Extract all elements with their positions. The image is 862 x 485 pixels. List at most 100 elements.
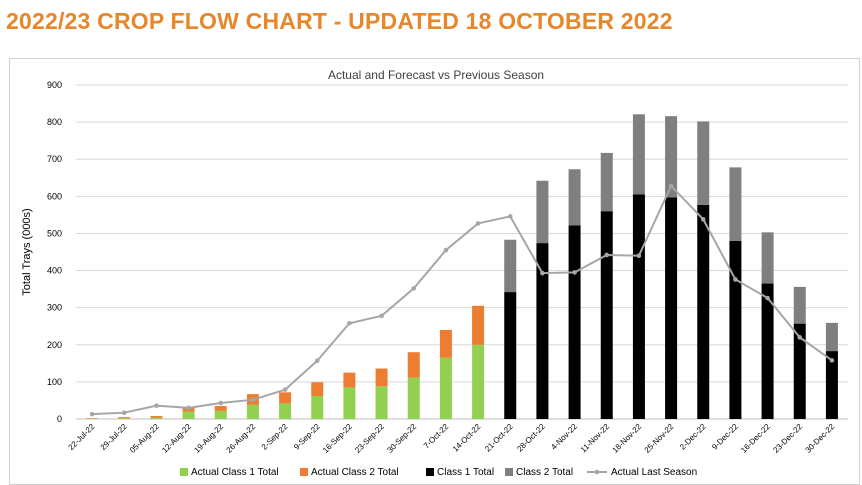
x-tick-label: 23-Dec-22 [771, 422, 804, 455]
x-tick-label: 9-Dec-22 [710, 422, 740, 452]
x-tick-label: 19-Aug-22 [192, 422, 225, 455]
x-tick-label: 14-Oct-22 [451, 422, 483, 454]
page-heading: 2022/23 CROP FLOW CHART - UPDATED 18 OCT… [6, 8, 673, 34]
x-tick-label: 30-Dec-22 [804, 422, 837, 455]
line-point [250, 397, 256, 403]
bar-actual-class-2-total [407, 352, 420, 378]
bar-actual-class-2-total [118, 417, 131, 419]
bar-actual-class-2-total [214, 406, 227, 411]
x-tick-label: 28-Oct-22 [515, 422, 547, 454]
bar-actual-class-2-total [375, 368, 388, 387]
bar-class-2-total [697, 121, 710, 205]
bar-class-1-total [504, 292, 517, 419]
legend-swatch [180, 468, 188, 476]
bar-class-2-total [825, 322, 838, 352]
legend-label: Actual Last Season [611, 467, 697, 478]
bar-class-2-total [504, 239, 517, 293]
legend-label: Actual Class 2 Total [311, 467, 399, 478]
legend-swatch [300, 468, 308, 476]
bar-actual-class-1-total [246, 404, 259, 419]
y-tick-labels: 0 100 200 300 400 500 600 700 800 900 [47, 80, 62, 424]
bar-actual-class-2-total [150, 416, 163, 418]
bar-class-1-total [825, 351, 838, 419]
chart-svg: Actual and Forecast vs Previous Season 0… [21, 68, 848, 478]
x-tick-label: 12-Aug-22 [160, 422, 193, 455]
bar-class-2-total [536, 180, 549, 244]
bar-class-2-total [665, 116, 678, 198]
legend: Actual Class 1 Total Actual Class 2 Total… [180, 467, 697, 478]
bar-actual-class-1-total [279, 403, 292, 419]
bar-class-1-total [729, 240, 742, 419]
y-tick-label: 900 [47, 80, 62, 90]
bar-actual-class-1-total [214, 410, 227, 419]
bar-actual-class-2-total [472, 305, 485, 345]
bar-actual-class-1-total [182, 411, 195, 419]
line-point [604, 252, 610, 258]
line-actual-last-season [92, 184, 833, 416]
line-point [154, 403, 159, 408]
line-point [186, 405, 191, 411]
x-tick-label: 21-Oct-22 [483, 422, 515, 454]
bar-actual-class-2-total [311, 382, 324, 396]
bar-actual-class-1-total [118, 418, 131, 419]
bar-class-2-total [729, 167, 742, 241]
line-point [347, 320, 352, 326]
bar-actual-class-1-total [375, 386, 388, 419]
x-tick-label: 9-Sep-22 [292, 422, 322, 452]
x-tick-label: 30-Sep-22 [385, 422, 418, 455]
bar-actual-class-2-total [279, 392, 292, 404]
legend-label: Actual Class 1 Total [191, 467, 279, 478]
bar-class-1-total [536, 243, 549, 419]
bar-class-2-total [568, 169, 581, 226]
grid-layer [76, 84, 848, 420]
bar-class-1-total [665, 197, 678, 419]
y-tick-label: 300 [47, 303, 62, 313]
bar-class-2-total [632, 114, 645, 195]
x-tick-label: 7-Oct-22 [422, 422, 451, 451]
bar-actual-class-1-total [86, 418, 99, 420]
x-tick-labels: 22-Jul-22 29-Jul-22 05-Aug-22 12-Aug-22 19-A… [67, 422, 837, 455]
chart-title: Actual and Forecast vs Previous Season [328, 68, 544, 82]
y-tick-label: 0 [57, 414, 62, 424]
y-tick-label: 100 [47, 377, 62, 387]
line-point [507, 214, 513, 219]
line-point [475, 221, 481, 226]
x-tick-label: 11-Nov-22 [579, 422, 612, 455]
bar-actual-class-2-total [439, 329, 452, 358]
x-tick-label: 26-Aug-22 [225, 422, 258, 455]
x-tick-label: 05-Aug-22 [128, 422, 161, 455]
bar-layer [86, 114, 838, 420]
bar-actual-class-2-total [86, 418, 99, 419]
x-tick-label: 16-Dec-22 [739, 422, 772, 455]
bar-actual-class-1-total [343, 387, 356, 419]
bar-class-1-total [697, 204, 710, 419]
line-point [379, 313, 384, 319]
bar-actual-class-1-total [407, 377, 420, 419]
line-point [636, 253, 642, 259]
chart-frame: Actual and Forecast vs Previous Season 0… [9, 58, 860, 485]
x-tick-label: 23-Sep-22 [353, 422, 386, 455]
line-point [829, 358, 835, 363]
y-tick-label: 400 [47, 266, 62, 276]
line-point [540, 270, 545, 276]
bar-class-2-total [793, 286, 806, 324]
x-tick-label: 29-Jul-22 [99, 422, 129, 452]
x-tick-label: 4-Nov-22 [549, 422, 579, 452]
bar-actual-class-2-total [343, 372, 356, 388]
bar-actual-class-1-total [439, 357, 452, 419]
bar-class-1-total [761, 283, 774, 419]
x-tick-label: 2-Dec-22 [678, 422, 708, 452]
line-point [668, 183, 674, 189]
x-tick-label: 2-Sep-22 [260, 422, 290, 452]
y-tick-label: 600 [47, 191, 62, 201]
x-tick-label: 22-Jul-22 [67, 422, 97, 452]
legend-label: Class 1 Total [437, 467, 494, 478]
line-point [121, 410, 127, 415]
legend-marker [594, 469, 600, 475]
y-tick-label: 800 [47, 117, 62, 127]
bar-class-1-total [568, 225, 581, 419]
line-layer [89, 183, 835, 417]
y-tick-label: 200 [47, 340, 62, 350]
bar-actual-class-1-total [150, 417, 163, 419]
line-point [572, 270, 577, 275]
